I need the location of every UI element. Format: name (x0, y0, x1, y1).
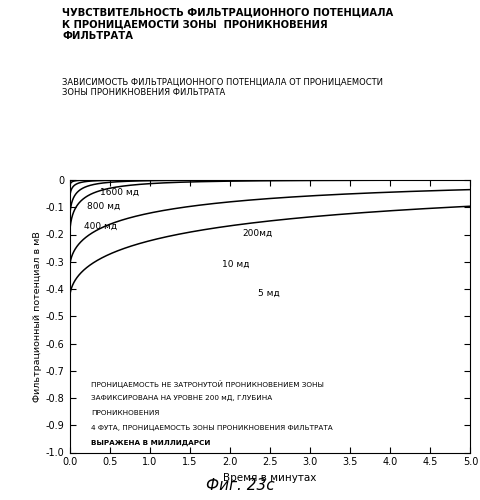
Text: 1600 мд: 1600 мд (100, 188, 139, 197)
X-axis label: Время в минутах: Время в минутах (223, 473, 317, 483)
Text: 800 мд: 800 мд (87, 202, 120, 210)
Text: ПРОНИЦАЕМОСТЬ НЕ ЗАТРОНУТОЙ ПРОНИКНОВЕНИЕМ ЗОНЫ: ПРОНИЦАЕМОСТЬ НЕ ЗАТРОНУТОЙ ПРОНИКНОВЕНИ… (91, 380, 324, 388)
Text: 10 мд: 10 мд (222, 260, 250, 269)
Text: Фиг. 23с: Фиг. 23с (206, 478, 274, 492)
Text: ЗАФИКСИРОВАНА НА УРОВНЕ 200 мД, ГЛУБИНА: ЗАФИКСИРОВАНА НА УРОВНЕ 200 мД, ГЛУБИНА (91, 396, 273, 402)
Text: 5 мд: 5 мд (258, 288, 280, 298)
Text: 200мд: 200мд (242, 228, 272, 237)
Text: 400 мд: 400 мд (84, 222, 117, 232)
Text: 4 ФУТА, ПРОНИЦАЕМОСТЬ ЗОНЫ ПРОНИКНОВЕНИЯ ФИЛЬТРАТА: 4 ФУТА, ПРОНИЦАЕМОСТЬ ЗОНЫ ПРОНИКНОВЕНИЯ… (91, 425, 333, 432)
Text: ЗАВИСИМОСТЬ ФИЛЬТРАЦИОННОГО ПОТЕНЦИАЛА ОТ ПРОНИЦАЕМОСТИ
ЗОНЫ ПРОНИКНОВЕНИЯ ФИЛЬТ: ЗАВИСИМОСТЬ ФИЛЬТРАЦИОННОГО ПОТЕНЦИАЛА О… (62, 78, 384, 97)
Text: ВЫРАЖЕНА В МИЛЛИДАРСИ: ВЫРАЖЕНА В МИЛЛИДАРСИ (91, 440, 211, 446)
Y-axis label: Фильтрационный потенциал в мВ: Фильтрационный потенциал в мВ (33, 231, 42, 402)
Text: ЧУВСТВИТЕЛЬНОСТЬ ФИЛЬТРАЦИОННОГО ПОТЕНЦИАЛА
К ПРОНИЦАЕМОСТИ ЗОНЫ  ПРОНИКНОВЕНИЯ
: ЧУВСТВИТЕЛЬНОСТЬ ФИЛЬТРАЦИОННОГО ПОТЕНЦИ… (62, 8, 394, 40)
Text: ПРОНИКНОВЕНИЯ: ПРОНИКНОВЕНИЯ (91, 410, 160, 416)
